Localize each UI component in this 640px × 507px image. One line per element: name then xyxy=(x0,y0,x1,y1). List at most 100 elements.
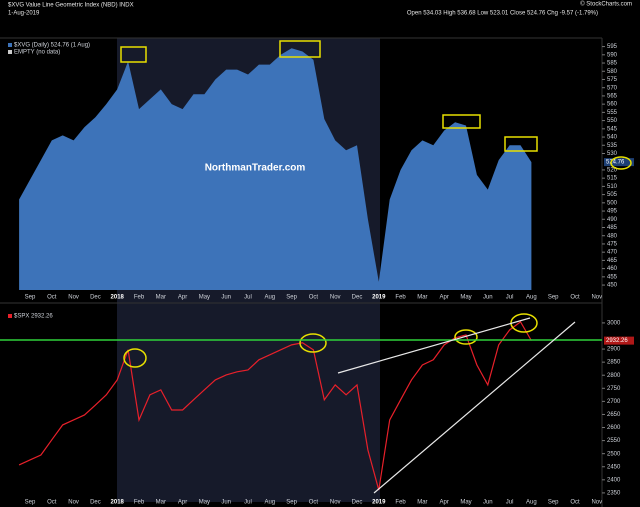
y-tick-label: 2550 xyxy=(607,438,621,444)
y-tick-label: 455 xyxy=(607,274,618,280)
x-tick-label: May xyxy=(460,295,471,301)
y-tick-label: 580 xyxy=(607,69,618,75)
x-tick-label: Dec xyxy=(352,295,363,301)
y-tick-label: 2800 xyxy=(607,373,621,379)
legend-label: EMPTY (no data) xyxy=(14,50,60,56)
highlight-box xyxy=(279,40,321,58)
x-tick-label: Nov xyxy=(591,295,602,301)
x-tick-label: Dec xyxy=(352,500,363,506)
y-tick-label: 510 xyxy=(607,184,618,190)
x-tick-label: Feb xyxy=(395,295,406,301)
x-tick-label: Oct xyxy=(309,295,319,301)
highlight-circle xyxy=(123,348,147,368)
area xyxy=(19,48,532,291)
x-tick-label: Feb xyxy=(395,500,406,506)
y-tick-label: 2700 xyxy=(607,399,621,405)
x-tick-label: Sep xyxy=(548,295,559,301)
x-tick-label: Jun xyxy=(483,295,493,301)
x-tick-label: Oct xyxy=(47,295,57,301)
x-tick-label: Jul xyxy=(244,295,252,301)
y-tick-label: 595 xyxy=(607,44,618,50)
x-tick-label: 2018 xyxy=(111,500,125,506)
x-tick-label: Dec xyxy=(90,295,101,301)
x-tick-label: Apr xyxy=(440,500,449,506)
credit: © StockCharts.com xyxy=(580,1,632,8)
trend-line xyxy=(337,317,531,374)
y-tick-label: 490 xyxy=(607,217,618,223)
highlight-box xyxy=(120,46,147,63)
x-tick-label: Mar xyxy=(156,295,166,301)
y-tick-label: 485 xyxy=(607,225,618,231)
y-tick-label: 565 xyxy=(607,93,618,99)
y-tick-label: 2400 xyxy=(607,477,621,483)
legend-label: $SPX 2932.26 xyxy=(14,314,53,320)
y-tick-label: 480 xyxy=(607,233,618,239)
x-tick-label: Feb xyxy=(134,500,145,506)
plot-area: 450 455 460 465 470 475 480 485 490 495 500 505 510 5… xyxy=(8,43,634,506)
highlight-box xyxy=(504,136,538,152)
line xyxy=(18,320,532,491)
x-tick-label: Mar xyxy=(417,295,427,301)
x-tick-label: Feb xyxy=(134,295,145,301)
x-tick-label: Aug xyxy=(264,295,275,301)
x-tick-label: Sep xyxy=(548,500,559,506)
y-tick-label: 2600 xyxy=(607,425,621,431)
legend-swatch xyxy=(8,43,12,47)
x-tick-label: 2018 xyxy=(111,295,125,301)
x-tick-label: Apr xyxy=(178,500,187,506)
highlight-circle xyxy=(610,156,632,170)
header-quote: Open 534.03 High 536.68 Low 523.01 Close… xyxy=(407,11,598,17)
x-tick-label: Nov xyxy=(330,500,341,506)
current-value-label: 2932.26 xyxy=(606,338,628,344)
x-tick-label: Aug xyxy=(526,295,537,301)
y-tick-label: 515 xyxy=(607,176,618,182)
x-tick-label: Apr xyxy=(440,295,449,301)
x-tick-label: Nov xyxy=(330,295,341,301)
x-tick-label: May xyxy=(460,500,471,506)
y-tick-label: 585 xyxy=(607,61,618,67)
x-tick-label: Sep xyxy=(286,500,297,506)
y-tick-label: 2900 xyxy=(607,347,621,353)
x-tick-label: Aug xyxy=(264,500,275,506)
y-tick-label: 555 xyxy=(607,110,618,116)
y-tick-label: 520 xyxy=(607,168,618,174)
y-tick-label: 2850 xyxy=(607,360,621,366)
trend-line xyxy=(373,321,576,494)
highlight-circle xyxy=(299,333,327,353)
highlight-circle xyxy=(454,329,478,345)
x-tick-label: Nov xyxy=(68,295,79,301)
x-tick-label: Aug xyxy=(526,500,537,506)
y-tick-label: 2450 xyxy=(607,464,621,470)
x-tick-label: Jun xyxy=(483,500,493,506)
current-value-label: 524.76 xyxy=(606,160,625,166)
y-tick-label: 2650 xyxy=(607,412,621,418)
annotations xyxy=(120,40,632,368)
x-tick-label: Sep xyxy=(286,295,297,301)
x-tick-label: May xyxy=(199,295,210,301)
x-tick-label: Mar xyxy=(417,500,427,506)
y-tick-label: 530 xyxy=(607,151,618,157)
highlight-box xyxy=(442,114,481,129)
x-tick-label: Sep xyxy=(25,500,36,506)
x-tick-label: Jul xyxy=(506,500,514,506)
y-tick-label: 505 xyxy=(607,192,618,198)
y-tick-label: 500 xyxy=(607,200,618,206)
current-value-box xyxy=(604,336,634,345)
y-tick-label: 450 xyxy=(607,283,618,289)
y-tick-label: 590 xyxy=(607,52,618,58)
x-tick-label: Jun xyxy=(221,295,231,301)
x-tick-label: Jun xyxy=(221,500,231,506)
y-tick-label: 545 xyxy=(607,126,618,132)
y-tick-label: 2500 xyxy=(607,451,621,457)
x-tick-label: Sep xyxy=(25,295,36,301)
y-tick-label: 475 xyxy=(607,242,618,248)
y-tick-label: 495 xyxy=(607,209,618,215)
y-tick-label: 2350 xyxy=(607,490,621,496)
x-tick-label: Nov xyxy=(68,500,79,506)
x-tick-label: Oct xyxy=(47,500,57,506)
legend-swatch xyxy=(8,314,12,318)
x-tick-label: Oct xyxy=(309,500,319,506)
y-tick-label: 3000 xyxy=(607,320,621,326)
y-tick-label: 560 xyxy=(607,102,618,108)
